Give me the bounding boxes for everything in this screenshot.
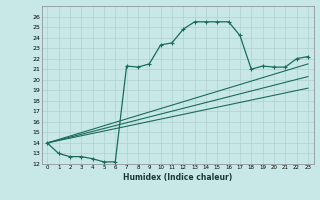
X-axis label: Humidex (Indice chaleur): Humidex (Indice chaleur) bbox=[123, 173, 232, 182]
